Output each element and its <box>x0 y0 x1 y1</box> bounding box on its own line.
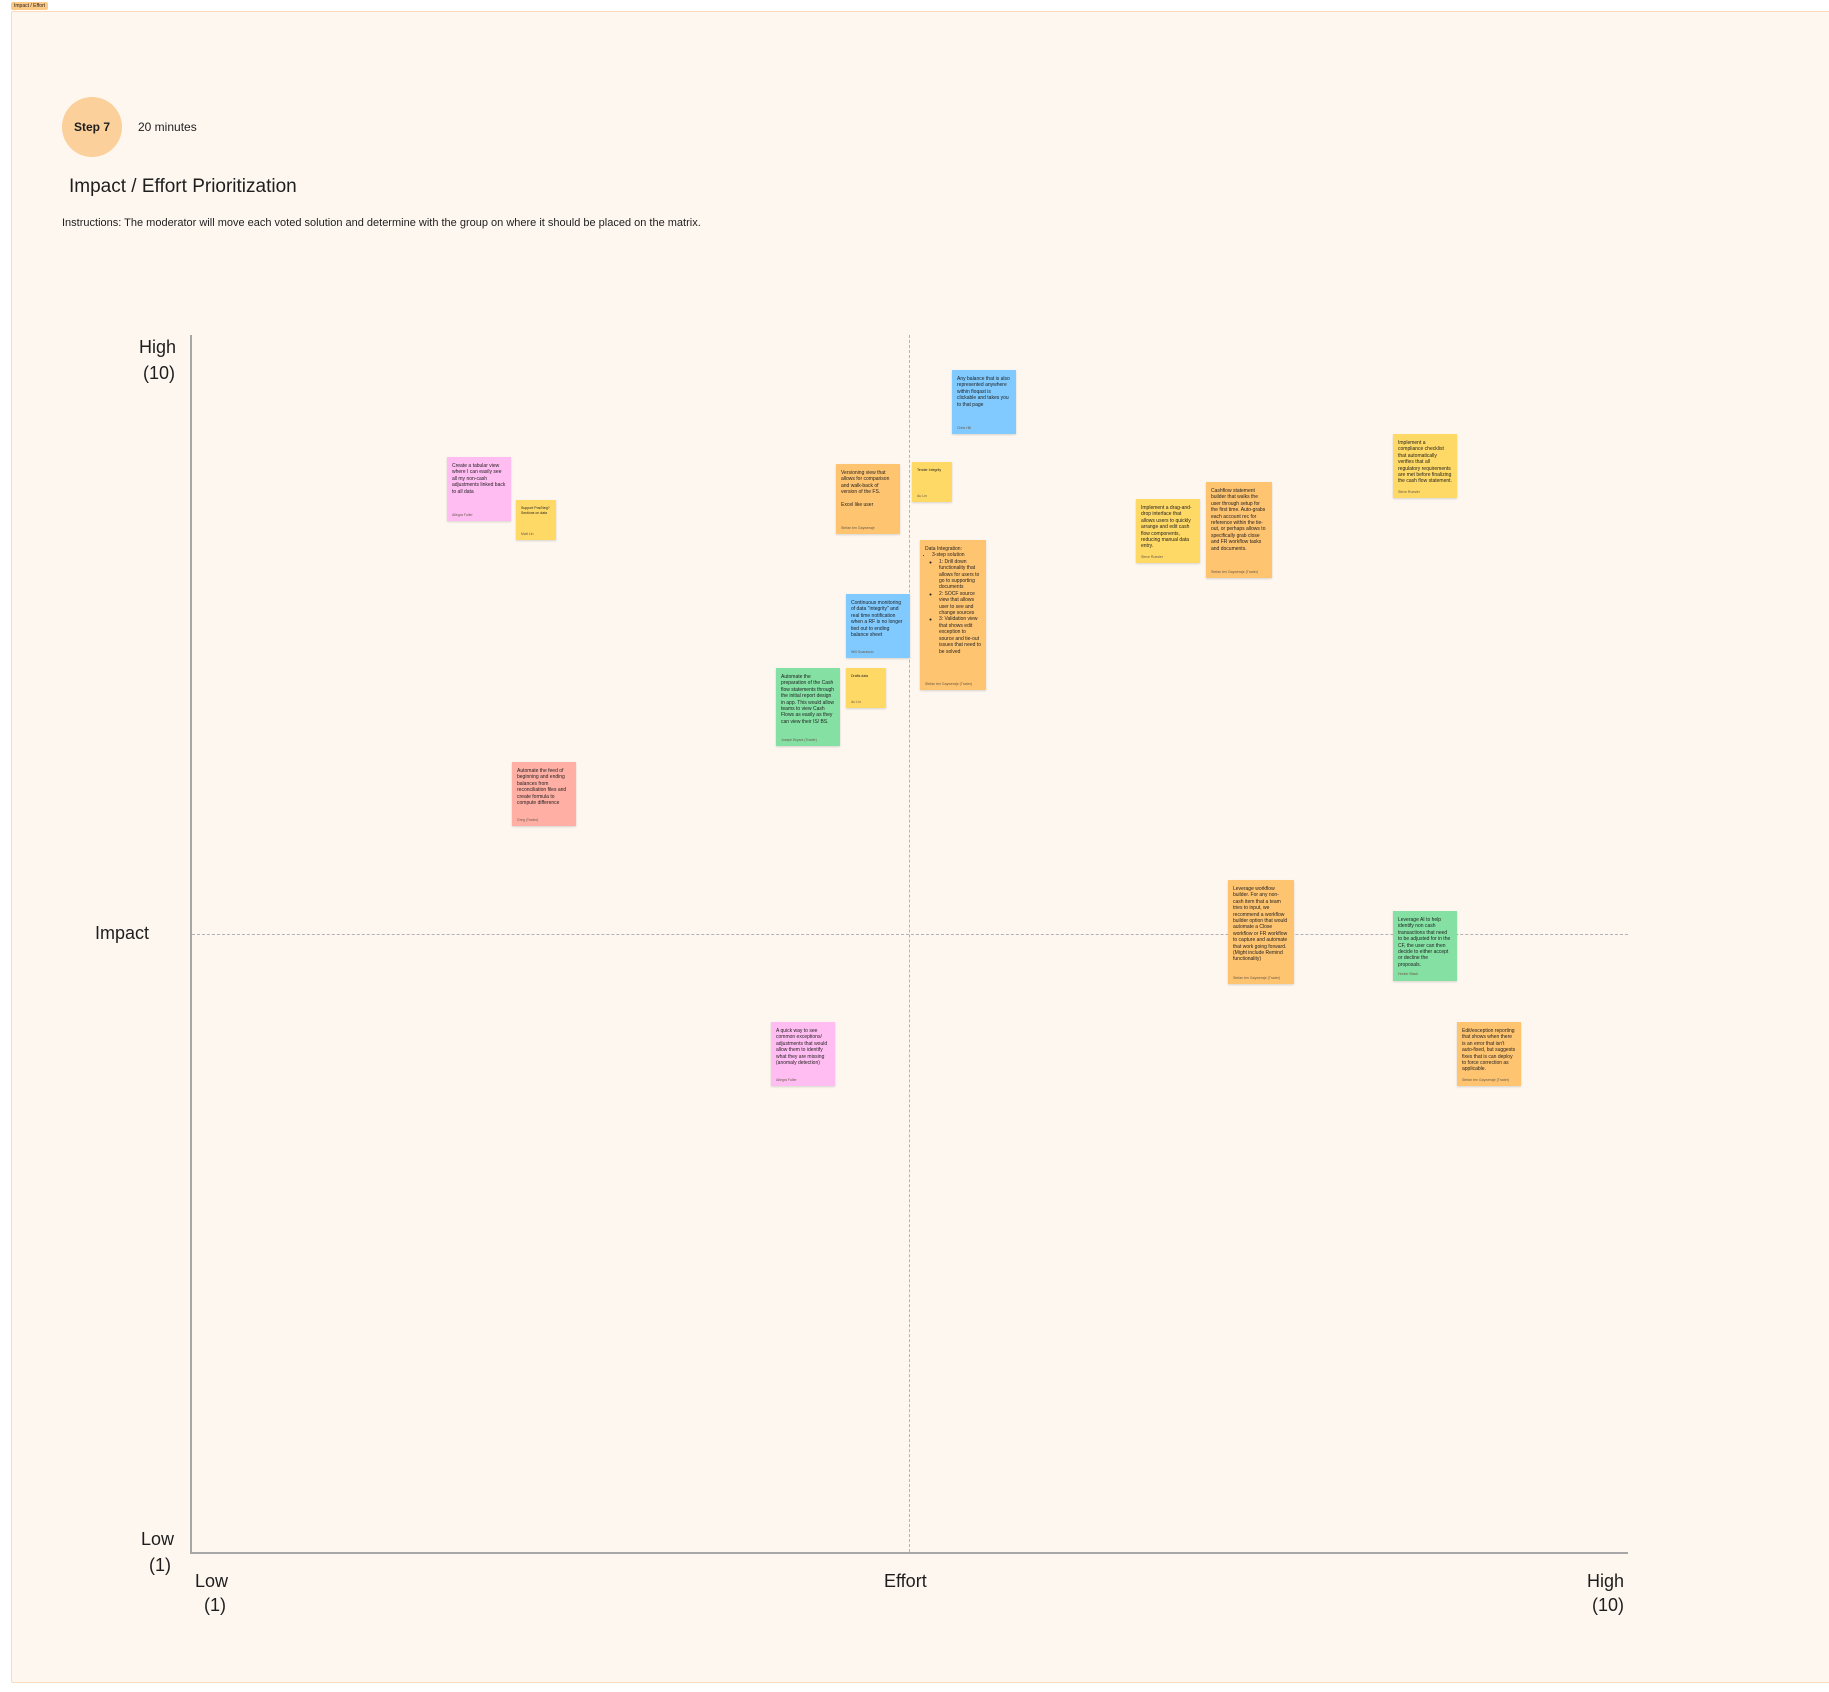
note-text: Data Integration: <box>925 546 962 552</box>
note-text: Cashflow statement builder that walks th… <box>1211 488 1267 552</box>
x-low-value: (1) <box>204 1595 226 1615</box>
note-text: Drafts data <box>851 674 869 678</box>
note-author: Stefan ten Gayweraje (Trader) <box>1462 1077 1510 1082</box>
note-text: Leverage AI to help identify non cash tr… <box>1398 917 1452 968</box>
note-sublist: 1: Drill down functionality that allows … <box>932 559 981 655</box>
sticky-note[interactable]: Drafts data Au Lin <box>846 668 886 708</box>
board-frame <box>11 11 1829 1683</box>
sticky-note[interactable]: Leverage workflow builder. For any non-c… <box>1228 880 1294 984</box>
note-author: Matt Lin <box>521 531 534 536</box>
note-author: Au Lin <box>851 699 861 704</box>
note-text: Create a tabular view where I can easily… <box>452 463 507 495</box>
step-label: Step 7 <box>73 120 110 134</box>
sticky-note[interactable]: Automate the feed of beginning and endin… <box>512 762 576 826</box>
sticky-note[interactable]: Continuous monitoring of data "integrity… <box>846 594 910 658</box>
sticky-note[interactable]: Create a tabular view where I can easily… <box>447 457 511 521</box>
note-text: Implement a compliance checklist that au… <box>1398 440 1453 485</box>
note-author: Hunter Black <box>1398 972 1419 977</box>
note-author: Stefan ten Gayweraje (Trader) <box>925 681 973 686</box>
note-author: Greg (Trader) <box>517 817 539 822</box>
step-badge: Step 7 <box>62 97 122 157</box>
note-text: A quick way to see common exceptions/ ad… <box>776 1028 829 1067</box>
note-list: 3-step solution1: Drill down functionali… <box>925 552 981 655</box>
y-low-label: Low <box>141 1529 175 1549</box>
duration-label: 20 minutes <box>138 120 197 134</box>
note-sublist-item: 3: Validation view that shows edit excep… <box>939 616 981 654</box>
note-text: Implement a drag-and-drop interface that… <box>1141 505 1193 550</box>
note-text: Versioning view that allows for comparis… <box>841 470 890 509</box>
note-author: Joseph Bryant (Trader) <box>781 737 817 742</box>
note-sublist-item: 2: SOCF source view that allows user to … <box>939 591 981 617</box>
note-author: Allegra Fuller <box>776 1077 797 1082</box>
horizontal-midline <box>192 934 1628 935</box>
sticky-note[interactable]: Support Pos/Neg? Sections on data Matt Li… <box>516 500 556 540</box>
note-text: Support Pos/Neg? Sections on data <box>521 506 551 515</box>
page-title: Impact / Effort Prioritization <box>69 176 297 197</box>
y-high-value: (10) <box>143 363 176 383</box>
note-author: Au Lin <box>917 493 927 498</box>
sticky-note[interactable]: Tender Integrity Au Lin <box>912 462 952 502</box>
sticky-note[interactable]: Cashflow statement builder that walks th… <box>1206 482 1272 578</box>
sticky-note[interactable]: Implement a drag-and-drop interface that… <box>1136 499 1200 563</box>
note-text: Automate the preparation of the Cash flo… <box>781 674 836 725</box>
sticky-note[interactable]: Leverage AI to help identify non cash tr… <box>1393 911 1457 981</box>
x-low-label: Low <box>195 1571 229 1591</box>
x-high-value: (10) <box>1592 1595 1625 1615</box>
note-text: Tender Integrity <box>917 468 942 472</box>
note-author: Steve Ruesler <box>1398 489 1420 494</box>
sticky-note[interactable]: Automate the preparation of the Cash flo… <box>776 668 840 746</box>
y-low-value: (1) <box>149 1555 171 1575</box>
note-list-item: 3-step solution <box>932 552 981 558</box>
note-text: Edit/exception reporting that shows when… <box>1462 1028 1517 1073</box>
x-axis-line <box>190 1552 1628 1554</box>
sticky-note[interactable]: Versioning view that allows for comparis… <box>836 464 900 534</box>
note-author: Chris Hill <box>957 425 971 430</box>
sticky-note[interactable]: Implement a compliance checklist that au… <box>1393 434 1457 498</box>
instructions: Instructions: The moderator will move ea… <box>62 217 701 229</box>
note-text: Automate the feed of beginning and endin… <box>517 768 568 807</box>
note-author: Steve Ruesler <box>1141 554 1163 559</box>
sticky-note[interactable]: Edit/exception reporting that shows when… <box>1457 1022 1521 1086</box>
y-axis-line <box>190 335 192 1554</box>
y-high-label: High <box>139 337 177 357</box>
sticky-note[interactable]: Any balance that is also represented any… <box>952 370 1016 434</box>
sticky-note[interactable]: A quick way to see common exceptions/ ad… <box>771 1022 835 1086</box>
note-author: Allegra Fuller <box>452 512 473 517</box>
frame-tag[interactable]: Impact / Effort <box>11 2 49 10</box>
x-high-label: High <box>1587 1571 1625 1591</box>
note-text: Leverage workflow builder. For any non-c… <box>1233 886 1289 963</box>
note-sublist-item: 1: Drill down functionality that allows … <box>939 559 981 591</box>
y-axis-label: Impact <box>95 923 150 943</box>
vertical-midline <box>909 335 910 1552</box>
note-text: Continuous monitoring of data "integrity… <box>851 600 904 639</box>
note-author: Will Guarascio <box>851 649 874 654</box>
note-author: Stefan ten Gayweraje <box>841 525 875 530</box>
x-axis-label: Effort <box>884 1571 927 1591</box>
note-text: Any balance that is also represented any… <box>957 376 1012 408</box>
note-author: Stefan ten Gayweraje (Trader) <box>1211 569 1259 574</box>
note-author: Stefan ten Gayweraje (Trader) <box>1233 975 1281 980</box>
sticky-note[interactable]: Data Integration:3-step solution1: Drill… <box>920 540 986 690</box>
